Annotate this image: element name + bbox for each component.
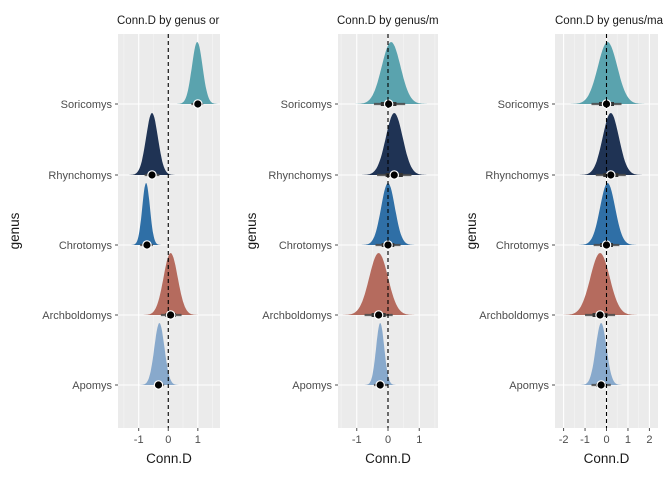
density-rhynchomys	[128, 113, 176, 175]
point-soricomys	[383, 99, 394, 109]
y-tick-label: Apomys	[292, 380, 332, 392]
y-tick-label: Chrotomys	[496, 240, 550, 252]
x-axis-title: Conn.D	[146, 451, 192, 466]
x-tick-label: 1	[625, 434, 631, 446]
density-chrotomys	[577, 183, 638, 245]
density-rhynchomys	[360, 113, 428, 175]
y-tick-label: Soricomys	[498, 99, 550, 111]
x-tick-label: -1	[580, 434, 590, 446]
y-axis-title: genus	[7, 212, 22, 249]
density-archboldomys	[142, 253, 199, 315]
y-tick-label: Archboldomys	[42, 310, 112, 322]
y-tick-label: Soricomys	[281, 99, 333, 111]
chart-panel-3: Apomys Archboldomys Chrotomys Rhynchomys Sor…	[464, 15, 664, 466]
chart-panel-2: Apomys Archboldomys Chrotomys Rhynchomys Sor…	[244, 15, 439, 466]
density-soricomys	[353, 42, 429, 104]
density-rhynchomys	[578, 113, 644, 175]
chart-panel-1: Apomys Archboldomys Chrotomys Rhynchomys Sor…	[7, 15, 220, 466]
density-chrotomys	[130, 183, 162, 245]
y-tick-label: Archboldomys	[262, 310, 332, 322]
x-axis-title: Conn.D	[584, 451, 630, 466]
density-soricomys	[568, 42, 647, 104]
point-soricomys	[193, 99, 203, 109]
y-tick-label: Rhynchomys	[268, 170, 332, 182]
point-apomys	[596, 380, 606, 390]
density-soricomys	[175, 42, 219, 104]
density-chrotomys	[360, 183, 416, 245]
y-tick-label: Apomys	[509, 380, 549, 392]
point-rhynchomys	[605, 170, 616, 180]
point-archboldomys	[373, 310, 384, 320]
x-tick-label: 0	[385, 434, 391, 446]
x-tick-label: -2	[559, 434, 569, 446]
y-tick-label: Soricomys	[61, 99, 113, 111]
y-tick-label: Apomys	[72, 380, 112, 392]
x-tick-label: 1	[195, 434, 201, 446]
point-apomys	[153, 380, 164, 390]
x-tick-label: 0	[603, 434, 609, 446]
point-apomys	[375, 380, 385, 390]
point-archboldomys	[595, 310, 605, 320]
x-tick-label: -1	[352, 434, 362, 446]
y-tick-label: Chrotomys	[279, 240, 333, 252]
y-tick-label: Rhynchomys	[485, 170, 549, 182]
panel-title: Conn.D by genus or	[117, 15, 219, 27]
panel-title: Conn.D by genus/ma	[555, 15, 664, 27]
x-tick-label: 1	[416, 434, 422, 446]
y-tick-label: Chrotomys	[59, 240, 113, 252]
y-axis-title: genus	[244, 212, 259, 249]
point-chrotomys	[142, 240, 152, 250]
density-archboldomys	[341, 253, 417, 315]
y-tick-label: Archboldomys	[479, 310, 549, 322]
x-axis-title: Conn.D	[365, 451, 411, 466]
y-tick-label: Rhynchomys	[48, 170, 112, 182]
point-archboldomys	[165, 310, 176, 320]
panel-title: Conn.D by genus/m	[337, 15, 439, 27]
x-tick-label: -1	[134, 434, 144, 446]
x-tick-label: 0	[165, 434, 171, 446]
point-rhynchomys	[389, 170, 400, 180]
point-rhynchomys	[147, 170, 157, 180]
x-tick-label: 2	[646, 434, 652, 446]
density-apomys	[139, 323, 180, 385]
y-axis-title: genus	[464, 212, 479, 249]
density-apomys	[363, 323, 397, 385]
density-apomys	[579, 323, 623, 385]
density-archboldomys	[561, 253, 639, 315]
